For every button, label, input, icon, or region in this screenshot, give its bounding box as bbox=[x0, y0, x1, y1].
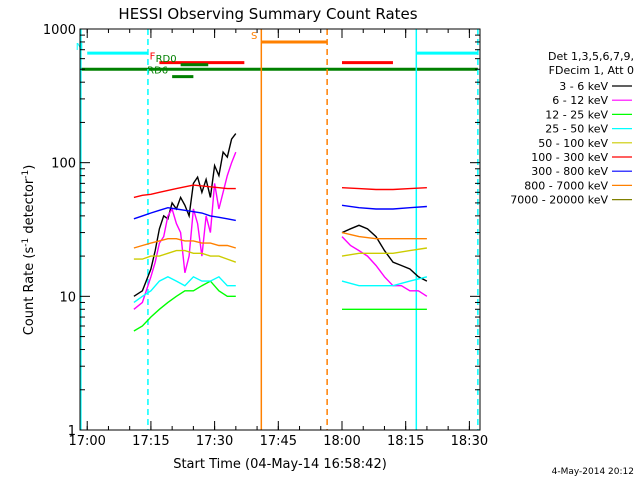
flag-label: N bbox=[76, 42, 83, 53]
series-line bbox=[133, 280, 236, 332]
x-axis-label: Start Time (04-May-14 16:58:42) bbox=[173, 457, 387, 472]
legend-entry-label: 300 - 800 keV bbox=[531, 165, 608, 178]
legend-entry-label: 100 - 300 keV bbox=[531, 151, 608, 164]
x-tick-label: 18:00 bbox=[323, 434, 360, 449]
series-line bbox=[133, 206, 236, 222]
legend-entry-label: 12 - 25 keV bbox=[545, 108, 608, 121]
flag-label: RD6 bbox=[147, 66, 168, 77]
data-series bbox=[133, 133, 428, 332]
series-line bbox=[341, 187, 427, 191]
series-line bbox=[133, 275, 236, 303]
flag-label: RD0 bbox=[156, 54, 177, 65]
y-tick-label: 10 bbox=[59, 290, 76, 305]
legend-entry-label: 50 - 100 keV bbox=[538, 137, 608, 150]
legend-entry-label: 3 - 6 keV bbox=[559, 80, 608, 93]
legend-entry-label: 800 - 7000 keV bbox=[524, 179, 608, 192]
series-line bbox=[133, 133, 237, 297]
legend: Det 1,3,5,6,7,9,FDecim 1, Att 0 3 - 6 keV… bbox=[510, 50, 634, 207]
x-tick-label: 18:30 bbox=[451, 434, 488, 449]
vertical-markers bbox=[80, 29, 479, 430]
axes: 17:00 17:15 17:30 17:45 18:00 18:15 18:30 1 10 10… bbox=[43, 23, 488, 449]
series-line bbox=[341, 236, 428, 297]
series-line bbox=[133, 249, 237, 263]
y-axis-label: Count Rate (s-1 detector-1) bbox=[21, 165, 37, 336]
series-line bbox=[341, 224, 428, 282]
legend-header: FDecim 1, Att 0 bbox=[549, 64, 634, 77]
legend-entry-label: 7000 - 20000 keV bbox=[510, 194, 608, 207]
series-line bbox=[133, 151, 237, 310]
y-tick-label: 100 bbox=[51, 157, 76, 172]
flag-label: F bbox=[150, 52, 156, 63]
series-line bbox=[341, 204, 427, 210]
x-tick-label: 17:00 bbox=[68, 434, 105, 449]
legend-entry-label: 6 - 12 keV bbox=[552, 94, 608, 107]
series-line bbox=[341, 276, 428, 287]
flag-label: S bbox=[251, 31, 257, 42]
legend-entry-label: 25 - 50 keV bbox=[545, 123, 608, 136]
legend-header: Det 1,3,5,6,7,9, bbox=[548, 50, 634, 63]
series-line bbox=[341, 247, 428, 257]
series-line bbox=[341, 231, 427, 240]
x-tick-label: 17:45 bbox=[260, 434, 297, 449]
x-tick-label: 17:15 bbox=[132, 434, 169, 449]
y-tick-label: 1000 bbox=[43, 23, 76, 38]
plot-frame bbox=[79, 28, 481, 431]
x-tick-label: 17:30 bbox=[196, 434, 233, 449]
series-line bbox=[133, 184, 236, 199]
x-tick-label: 18:15 bbox=[387, 434, 424, 449]
series-line bbox=[133, 238, 236, 249]
footer-date: 4-May-2014 20:12 bbox=[552, 467, 634, 477]
y-tick-label: 1 bbox=[68, 424, 76, 439]
chart-title: HESSI Observing Summary Count Rates bbox=[118, 5, 417, 23]
